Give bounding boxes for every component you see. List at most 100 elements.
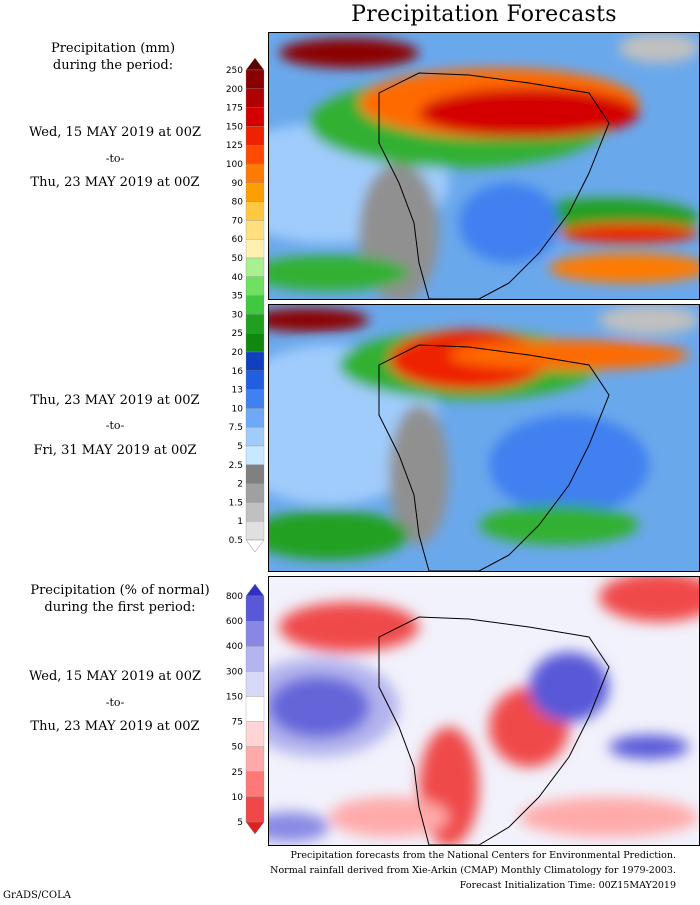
pct-colorbar-swatch (245, 620, 265, 647)
mm-colorbar-tick-label: 1.5 (229, 498, 243, 508)
mm-colorbar-swatch (245, 126, 265, 146)
pct-colorbar-tick-label: 150 (226, 692, 243, 702)
credit-label: GrADS/COLA (3, 890, 71, 901)
mm-colorbar-tick-label: 25 (232, 329, 243, 339)
mm-colorbar-swatch (245, 521, 265, 541)
mm-colorbar-tick-label: 90 (232, 179, 244, 189)
mm-colorbar-swatch (245, 408, 265, 428)
panel2-to: Fri, 31 MAY 2019 at 00Z (33, 443, 197, 458)
mm-colorbar-tick-label: 30 (232, 310, 244, 320)
mm-colorbar-swatch (245, 276, 265, 296)
panel1-from: Wed, 15 MAY 2019 at 00Z (28, 125, 202, 140)
mm-colorbar-tick-label: 60 (232, 235, 244, 245)
mm-colorbar-tick-label: 35 (232, 292, 243, 302)
panel3-header: Precipitation (% of normal) during the f… (20, 582, 220, 616)
pct-colorbar: 800 600 400 300 150 75 50 25 10 5 (226, 584, 265, 834)
panel1-to: Thu, 23 MAY 2019 at 00Z (30, 175, 200, 190)
pct-colorbar-tick-label: 300 (226, 667, 243, 677)
footer-line2: Normal rainfall derived from Xie-Arkin (… (270, 865, 676, 876)
footer-notes: Precipitation forecasts from the Nationa… (270, 848, 676, 893)
pct-colorbar-swatch (245, 696, 265, 722)
mm-colorbar-swatch (245, 182, 265, 202)
mm-colorbar-swatch (245, 427, 265, 447)
mm-colorbar-swatch (245, 333, 265, 353)
mm-colorbar: 2502001751501251009080706050403530252016… (226, 58, 265, 552)
pct-colorbar-swatch (245, 646, 265, 672)
mm-colorbar-tick-label: 16 (232, 367, 244, 377)
mm-colorbar-bottom-triangle (245, 539, 265, 552)
mm-colorbar-swatch (245, 502, 265, 522)
mm-colorbar-tick-label: 150 (226, 122, 243, 132)
mm-colorbar-tick-label: 10 (232, 404, 244, 414)
panel2-from: Thu, 23 MAY 2019 at 00Z (30, 393, 200, 408)
pct-colorbar-tick-label: 5 (237, 818, 243, 828)
mm-colorbar-swatch (245, 257, 265, 277)
mm-colorbar-tick-label: 175 (226, 104, 243, 114)
panel3-header-line1: Precipitation (% of normal) (30, 583, 210, 598)
percent-of-normal-map (268, 576, 700, 846)
mm-colorbar-swatch (245, 201, 265, 221)
panel3-from: Wed, 15 MAY 2019 at 00Z (28, 669, 202, 684)
pct-colorbar-tick-label: 25 (232, 768, 243, 778)
pct-colorbar-tick-label: 10 (232, 793, 244, 803)
mm-colorbar-swatch (245, 163, 265, 183)
mm-colorbar-swatch (245, 314, 265, 334)
mm-colorbar-swatch (245, 220, 265, 240)
pct-colorbar-tick-label: 50 (232, 743, 244, 753)
forecast-map-period1 (268, 32, 700, 300)
mm-colorbar-swatch (245, 370, 265, 390)
pct-colorbar-swatch (245, 771, 265, 798)
footer-line3: Forecast Initialization Time: 00Z15MAY20… (459, 880, 676, 891)
mm-colorbar-swatch (245, 295, 265, 315)
pct-colorbar-swatch (245, 796, 265, 823)
page-title: Precipitation Forecasts (351, 2, 617, 27)
pct-colorbar-tick-label: 400 (226, 642, 243, 652)
mm-colorbar-tick-label: 100 (226, 160, 243, 170)
panel1-header-line1: Precipitation (mm) (50, 41, 176, 56)
mm-colorbar-swatch (245, 389, 265, 409)
mm-colorbar-tick-label: 250 (226, 66, 243, 76)
mm-colorbar-swatch (245, 483, 265, 503)
mm-colorbar-tick-label: 125 (226, 141, 243, 151)
mm-colorbar-tick-label: 2.5 (229, 461, 243, 471)
forecast-map-period2 (268, 304, 700, 572)
pct-colorbar-tick-label: 75 (232, 718, 243, 728)
panel1-header-line2: during the period: (52, 58, 174, 73)
mm-colorbar-tick-label: 50 (232, 254, 244, 264)
panel2-sep: -to- (105, 419, 125, 432)
pct-colorbar-top-triangle (245, 584, 265, 597)
mm-colorbar-tick-label: 7.5 (229, 423, 243, 433)
mm-colorbar-tick-label: 0.5 (229, 536, 243, 546)
panel3-header-line2: during the first period: (44, 600, 196, 615)
pct-colorbar-tick-label: 800 (226, 592, 243, 602)
mm-colorbar-tick-label: 40 (232, 273, 244, 283)
panel1-header: Precipitation (mm) during the period: (28, 40, 198, 74)
mm-colorbar-tick-label: 70 (232, 216, 244, 226)
panel1-sep: -to- (105, 152, 125, 165)
mm-colorbar-tick-label: 2 (237, 480, 243, 490)
pct-colorbar-swatch (245, 721, 265, 747)
pct-colorbar-bottom-triangle (245, 821, 265, 834)
mm-colorbar-tick-label: 80 (232, 198, 244, 208)
mm-colorbar-tick-label: 200 (226, 85, 243, 95)
mm-colorbar-tick-label: 20 (232, 348, 244, 358)
pct-colorbar-swatch (245, 595, 265, 622)
panel3-sep: -to- (105, 696, 125, 709)
mm-colorbar-tick-label: 5 (237, 442, 243, 452)
pct-colorbar-swatch (245, 746, 265, 772)
mm-colorbar-swatch (245, 445, 265, 465)
pct-colorbar-tick-label: 600 (226, 617, 243, 627)
mm-colorbar-swatch (245, 464, 265, 484)
mm-colorbar-top-triangle (245, 58, 265, 71)
panel3-to: Thu, 23 MAY 2019 at 00Z (30, 719, 200, 734)
mm-colorbar-swatch (245, 69, 265, 89)
mm-colorbar-tick-label: 13 (232, 386, 243, 396)
mm-colorbar-swatch (245, 145, 265, 165)
footer-line1: Precipitation forecasts from the Nationa… (290, 850, 677, 861)
mm-colorbar-swatch (245, 239, 265, 259)
pct-colorbar-swatch (245, 671, 265, 697)
mm-colorbar-tick-label: 1 (237, 517, 243, 527)
mm-colorbar-swatch (245, 88, 265, 108)
mm-colorbar-swatch (245, 351, 265, 371)
mm-colorbar-swatch (245, 107, 265, 127)
